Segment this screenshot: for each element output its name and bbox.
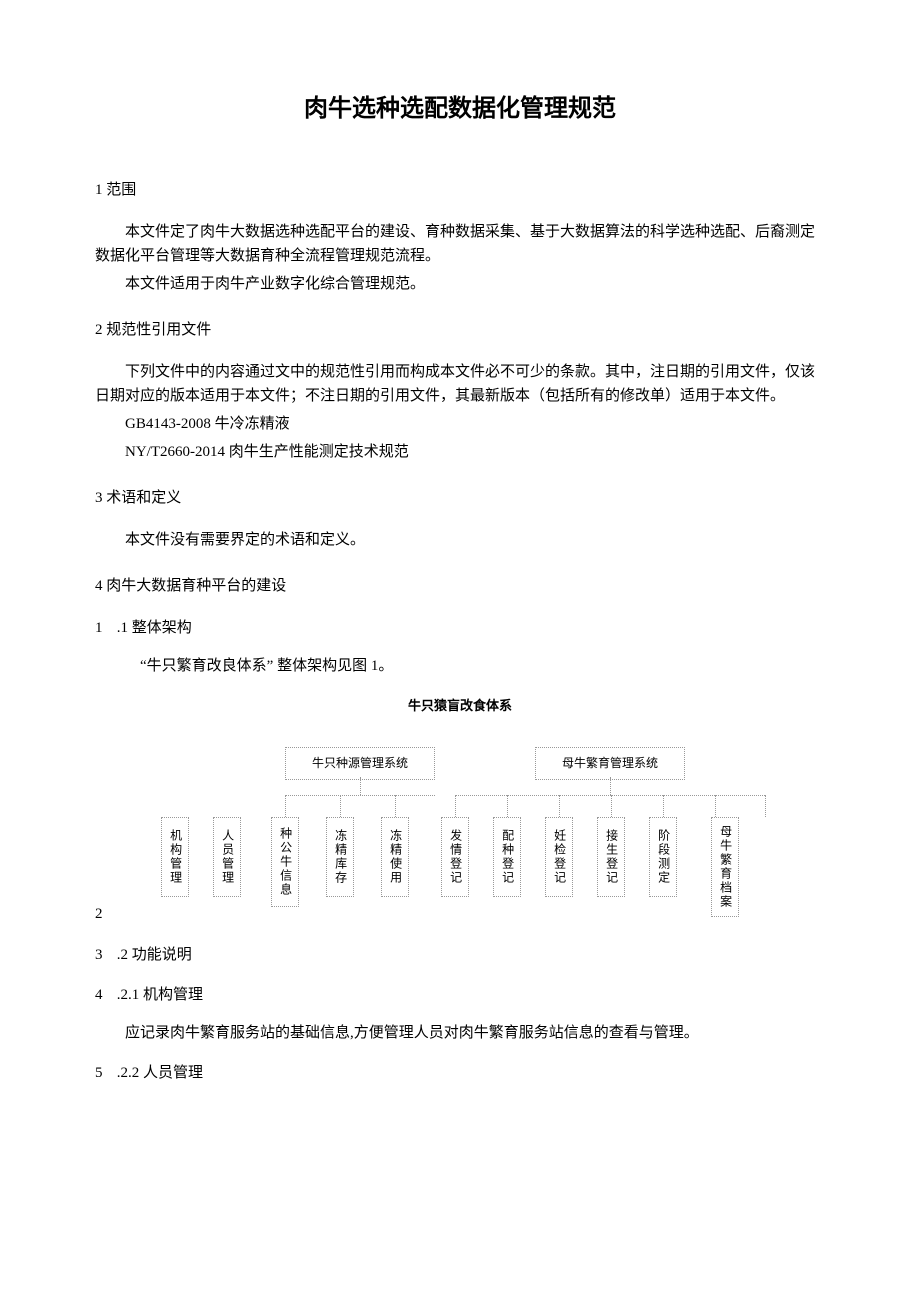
- section-4-1-p1: “牛只繁育改良体系” 整体架构见图 1。: [95, 654, 825, 678]
- section-4-2-num: 3: [95, 943, 113, 967]
- diagram-leaf: 机构管理: [161, 817, 189, 897]
- diagram-line: [610, 777, 611, 795]
- section-2-ref2: NY/T2660-2014 肉牛生产性能测定技术规范: [95, 440, 825, 464]
- diagram-line: [285, 795, 435, 796]
- section-4-2-2-heading: 5 .2.2 人员管理: [95, 1061, 825, 1085]
- section-4-2-1-num: 4: [95, 983, 113, 1007]
- diagram-leaf: 配种登记: [493, 817, 521, 897]
- section-1-heading: 1 范围: [95, 178, 825, 202]
- section-3-p1: 本文件没有需要界定的术语和定义。: [95, 528, 825, 552]
- section-4-2-1-label: .2.1 机构管理: [117, 987, 203, 1003]
- section-3-heading: 3 术语和定义: [95, 486, 825, 510]
- section-2-heading: 2 规范性引用文件: [95, 318, 825, 342]
- diagram-line: [285, 795, 286, 817]
- section-4-2-2-label: .2.2 人员管理: [117, 1065, 203, 1081]
- side-number-2: 2: [95, 902, 103, 926]
- diagram-line: [715, 795, 716, 817]
- diagram-line: [340, 795, 341, 817]
- architecture-diagram: 牛只种源管理系统 母牛繁育管理系统 机构管理 人员管理 种公牛信息 冻精库存 冻…: [155, 747, 795, 927]
- section-4-1-heading: 1 .1 整体架构: [95, 616, 825, 640]
- section-4-1-num: 1: [95, 616, 113, 640]
- diagram-leaf: 人员管理: [213, 817, 241, 897]
- diagram-line: [455, 795, 765, 796]
- diagram-line: [395, 795, 396, 817]
- section-4-2-1-heading: 4 .2.1 机构管理: [95, 983, 825, 1007]
- diagram-leaf: 阶段测定: [649, 817, 677, 897]
- section-2-ref1: GB4143-2008 牛冷冻精液: [95, 412, 825, 436]
- diagram-title: 牛只猿盲改食体系: [95, 696, 825, 717]
- diagram-leaf: 冻精使用: [381, 817, 409, 897]
- diagram-system-right: 母牛繁育管理系统: [535, 747, 685, 780]
- diagram-leaf: 妊检登记: [545, 817, 573, 897]
- diagram-line: [611, 795, 612, 817]
- diagram-line: [663, 795, 664, 817]
- diagram-line: [507, 795, 508, 817]
- diagram-leaf: 冻精库存: [326, 817, 354, 897]
- diagram-line: [559, 795, 560, 817]
- diagram-line: [765, 795, 766, 817]
- diagram-leaf: 种公牛信息: [271, 817, 299, 907]
- diagram-leaf: 发情登记: [441, 817, 469, 897]
- section-1-p2: 本文件适用于肉牛产业数字化综合管理规范。: [95, 272, 825, 296]
- section-4-2-2-num: 5: [95, 1061, 113, 1085]
- section-4-1-label: .1 整体架构: [117, 620, 192, 636]
- section-4-2-label: .2 功能说明: [117, 947, 192, 963]
- section-2-p1: 下列文件中的内容通过文中的规范性引用而构成本文件必不可少的条款。其中，注日期的引…: [95, 360, 825, 408]
- section-4-2-heading: 3 .2 功能说明: [95, 943, 825, 967]
- section-4-2-1-p1: 应记录肉牛繁育服务站的基础信息,方便管理人员对肉牛繁育服务站信息的查看与管理。: [95, 1021, 825, 1045]
- diagram-leaf: 母牛繁育档案: [711, 817, 739, 917]
- diagram-system-left: 牛只种源管理系统: [285, 747, 435, 780]
- diagram-leaf: 接生登记: [597, 817, 625, 897]
- diagram-line: [455, 795, 456, 817]
- document-title: 肉牛选种选配数据化管理规范: [95, 90, 825, 128]
- section-4-heading: 4 肉牛大数据育种平台的建设: [95, 574, 825, 598]
- section-1-p1: 本文件定了肉牛大数据选种选配平台的建设、育种数据采集、基于大数据算法的科学选种选…: [95, 220, 825, 268]
- diagram-line: [360, 777, 361, 795]
